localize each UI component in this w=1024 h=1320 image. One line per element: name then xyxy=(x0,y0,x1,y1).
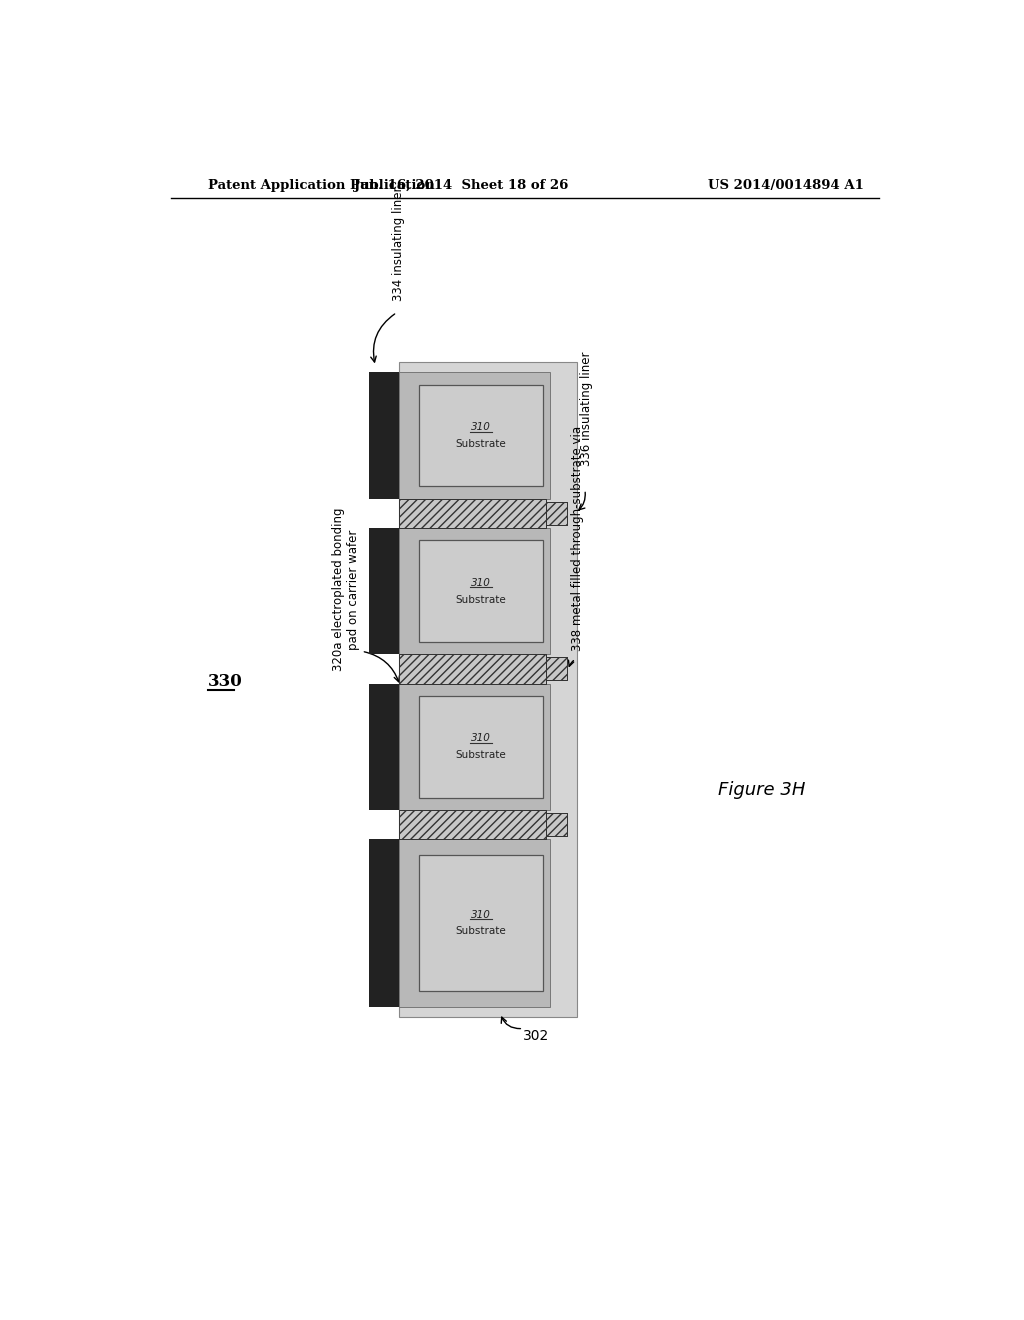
Text: 310: 310 xyxy=(471,909,490,920)
Bar xyxy=(398,655,547,684)
Text: Substrate: Substrate xyxy=(456,927,506,936)
Text: 330: 330 xyxy=(208,673,243,690)
Bar xyxy=(547,502,567,525)
Bar xyxy=(398,684,550,810)
Text: Jan. 16, 2014  Sheet 18 of 26: Jan. 16, 2014 Sheet 18 of 26 xyxy=(354,178,569,191)
Text: Substrate: Substrate xyxy=(456,440,506,449)
Bar xyxy=(370,372,398,499)
Bar xyxy=(398,810,547,840)
Bar xyxy=(419,540,543,642)
Bar xyxy=(398,372,550,499)
Text: Figure 3H: Figure 3H xyxy=(718,781,806,799)
Bar xyxy=(370,528,398,655)
Text: Patent Application Publication: Patent Application Publication xyxy=(208,178,434,191)
Bar xyxy=(398,499,547,528)
Text: US 2014/0014894 A1: US 2014/0014894 A1 xyxy=(708,178,864,191)
Bar xyxy=(419,855,543,991)
Text: 334 insulating liner: 334 insulating liner xyxy=(392,186,406,301)
Bar xyxy=(398,363,578,1016)
Text: 310: 310 xyxy=(471,578,490,587)
Text: 320a electroplated bonding
pad on carrier wafer: 320a electroplated bonding pad on carrie… xyxy=(332,508,360,672)
Text: Substrate: Substrate xyxy=(456,750,506,760)
Bar xyxy=(547,813,567,836)
Bar xyxy=(398,810,547,840)
Text: 336 insulating liner: 336 insulating liner xyxy=(580,352,593,466)
Bar xyxy=(547,502,567,525)
Bar xyxy=(398,528,550,655)
Bar xyxy=(398,840,550,1007)
Text: Substrate: Substrate xyxy=(456,594,506,605)
Bar xyxy=(547,813,567,836)
Text: 302: 302 xyxy=(523,1030,550,1043)
Text: 310: 310 xyxy=(471,733,490,743)
Bar xyxy=(398,499,547,528)
Bar xyxy=(370,840,398,1007)
Bar xyxy=(370,684,398,810)
Text: 338 metal filled through-substrate via: 338 metal filled through-substrate via xyxy=(570,426,584,651)
Bar xyxy=(547,657,567,681)
Bar xyxy=(398,655,547,684)
Bar xyxy=(419,696,543,797)
Bar xyxy=(419,385,543,487)
Bar xyxy=(547,657,567,681)
Text: 310: 310 xyxy=(471,422,490,432)
